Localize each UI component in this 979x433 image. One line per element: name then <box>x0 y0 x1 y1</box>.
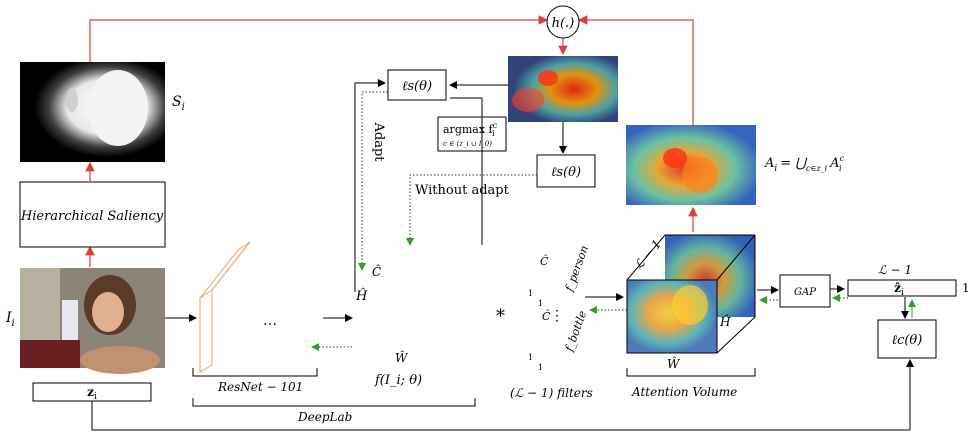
cube-channels-label: ℒ − 1 <box>632 237 665 272</box>
attention-map-image <box>626 125 756 205</box>
svg-text:argmax fci: argmax fc i <box>443 121 498 138</box>
attention-volume-label: Attention Volume <box>631 385 737 399</box>
svg-text:GAP: GAP <box>794 287 816 298</box>
saliency-map-label: Si <box>172 94 185 113</box>
hierarchical-saliency-label: Hierarchical Saliency <box>20 209 164 224</box>
classification-loss-box: ℓc(θ) <box>877 319 937 359</box>
resnet-brace <box>192 368 318 377</box>
without-adapt-path <box>406 174 537 246</box>
saliency-loss-top-box: ℓs(θ) <box>387 69 447 101</box>
image-labels-box: zi <box>32 382 152 402</box>
zhat-one-label: 1 <box>962 281 970 295</box>
zhat-dimension-label: ℒ − 1 <box>878 263 912 277</box>
f-function-label: f(I_i; θ) <box>374 373 422 388</box>
svg-text:1: 1 <box>528 289 533 298</box>
svg-text:f_bottle: f_bottle <box>562 309 589 354</box>
attention-equation: Ai = ⋃c∈z_i Ac i <box>764 154 845 174</box>
w-hat-label: Ŵ <box>395 350 409 365</box>
h-function-node: h(.) <box>546 5 580 39</box>
svg-text:ℓs(θ): ℓs(θ) <box>551 165 581 180</box>
cube-width-label: Ŵ <box>667 356 681 371</box>
input-image-label: Ii <box>5 310 15 329</box>
input-image <box>20 268 165 374</box>
argmax-box: argmax fc i c ∈ (z_i ∪ l_0) <box>437 116 507 152</box>
h-hat-left-label: Ĥ <box>355 288 368 304</box>
saliency-map-image <box>20 62 165 162</box>
svg-text:ℓc(θ): ℓc(θ) <box>892 333 923 348</box>
labels-to-classification-loss-line <box>91 359 914 431</box>
saliency-feedback-line <box>85 15 549 267</box>
svg-text:ℓs(θ): ℓs(θ) <box>402 79 432 94</box>
filters-group: Ĉ Ĉ 1 1 1 1 ⋮ f_person f_bottle <box>528 244 591 372</box>
svg-text:1: 1 <box>538 363 543 372</box>
saliency-loss-mid-box: ℓs(θ) <box>536 154 596 188</box>
hierarchical-saliency-box: Hierarchical Saliency <box>19 181 166 248</box>
gap-box: GAP <box>779 274 831 308</box>
resnet-layers <box>199 241 251 373</box>
adapt-label: Adapt <box>371 121 386 162</box>
attention-volume-cube <box>626 234 756 354</box>
svg-text:⋮: ⋮ <box>550 308 564 324</box>
svg-text:1: 1 <box>538 299 543 308</box>
deeplab-brace <box>192 398 476 407</box>
attention-volume-brace <box>626 368 756 377</box>
cube-height-label: Ĥ <box>719 314 731 329</box>
svg-text:f_person: f_person <box>562 244 591 294</box>
c-hat-left-label: Ĉ <box>372 263 381 279</box>
predicted-labels-vector: ẑi <box>847 279 957 298</box>
filters-label: (ℒ − 1) filters <box>510 386 593 400</box>
svg-text:Ĉ: Ĉ <box>540 254 549 268</box>
ellipsis-label: … <box>263 313 277 329</box>
resnet-label: ResNet − 101 <box>217 380 303 394</box>
adapt-path <box>354 79 388 292</box>
image-labels-text: zi <box>87 385 97 402</box>
segmentation-heatmap-image <box>508 56 618 122</box>
svg-text:1: 1 <box>528 353 533 362</box>
svg-text:Ĉ: Ĉ <box>542 309 551 323</box>
h-function-label: h(.) <box>552 16 575 31</box>
svg-text:ẑi: ẑi <box>894 281 904 298</box>
convolution-star: * <box>496 306 505 327</box>
svg-text:c ∈ (z_i ∪ l_0): c ∈ (z_i ∪ l_0) <box>443 140 492 148</box>
deeplab-label: DeepLab <box>297 410 352 424</box>
without-adapt-label: Without adapt <box>415 183 510 198</box>
